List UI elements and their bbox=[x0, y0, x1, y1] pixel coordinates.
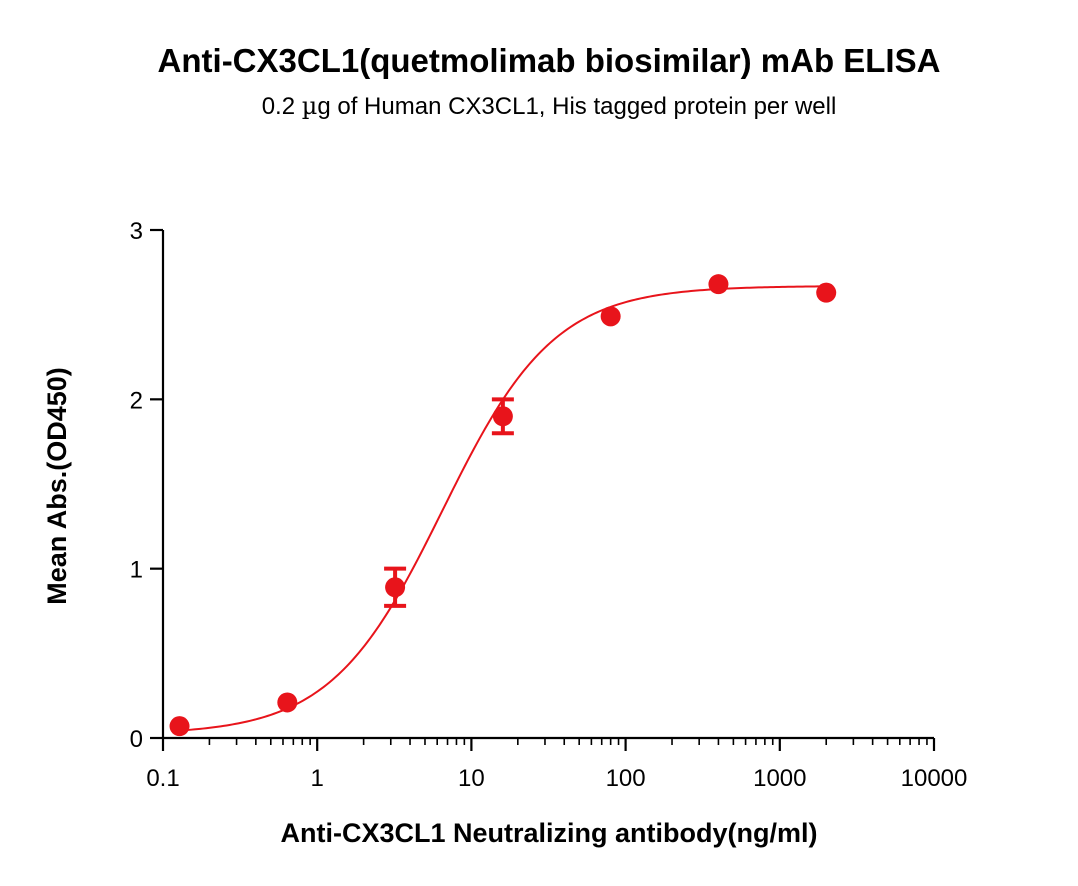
subtitle-part-after: g of Human CX3CL1, His tagged protein pe… bbox=[317, 93, 836, 120]
x-tick-label: 0.1 bbox=[146, 765, 179, 792]
data-points bbox=[169, 274, 837, 737]
y-axis-ticks: 0 1 2 3 bbox=[130, 218, 163, 753]
x-tick-label: 100 bbox=[606, 765, 646, 792]
data-point bbox=[169, 716, 190, 737]
x-tick-label: 1 bbox=[311, 765, 324, 792]
x-tick-label: 10 bbox=[458, 765, 485, 792]
x-axis: 0.1 1 10 100 1000 10000 bbox=[146, 736, 967, 792]
data-point bbox=[600, 306, 621, 327]
data-point bbox=[816, 282, 837, 303]
x-tick-label: 1000 bbox=[753, 765, 806, 792]
x-axis-label: Anti-CX3CL1 Neutralizing antibody(ng/ml) bbox=[281, 818, 818, 848]
chart-title: Anti-CX3CL1(quetmolimab biosimilar) mAb … bbox=[158, 42, 941, 79]
y-tick-label: 1 bbox=[130, 557, 143, 584]
data-point bbox=[385, 577, 406, 598]
y-axis-label: Mean Abs.(OD450) bbox=[42, 367, 72, 605]
x-tick-label: 10000 bbox=[901, 765, 968, 792]
fit-curve bbox=[179, 285, 827, 732]
subtitle-part-before: 0.2 bbox=[262, 93, 302, 120]
y-tick-label: 3 bbox=[130, 218, 143, 245]
error-bars bbox=[384, 397, 514, 608]
y-tick-label: 0 bbox=[130, 726, 143, 753]
y-axis: 0 1 2 3 bbox=[130, 218, 165, 753]
chart-subtitle: 0.2 µg of Human CX3CL1, His tagged prote… bbox=[262, 92, 837, 120]
data-point bbox=[277, 692, 298, 713]
data-point bbox=[492, 406, 513, 427]
y-tick-label: 2 bbox=[130, 387, 143, 414]
x-axis-ticks: 0.1 1 10 100 1000 10000 bbox=[146, 738, 967, 792]
data-point bbox=[708, 274, 729, 295]
subtitle-part-greek: µ bbox=[302, 92, 318, 120]
